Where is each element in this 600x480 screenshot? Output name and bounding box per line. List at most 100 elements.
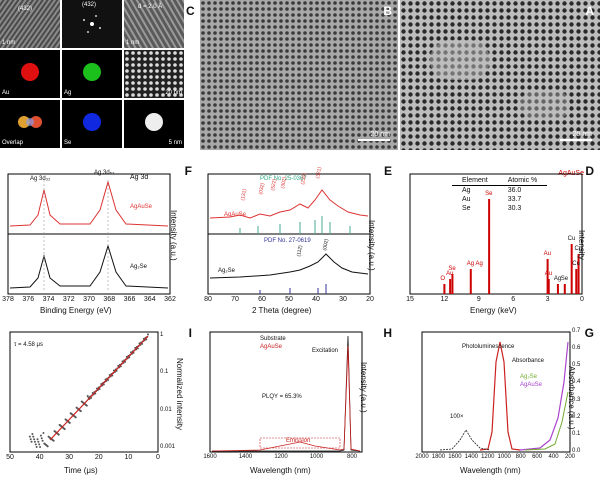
f-xtick: 368 bbox=[103, 296, 116, 303]
c-spacing-scale: 1 nm bbox=[126, 40, 140, 46]
panel-b-image bbox=[200, 0, 398, 150]
f-curve-bottom bbox=[9, 244, 169, 289]
f-xtick: 366 bbox=[123, 296, 136, 303]
g-legend-agause: AgAuSe bbox=[520, 382, 543, 388]
e-xtick: 60 bbox=[258, 296, 266, 303]
panel-e-plot bbox=[207, 173, 371, 295]
g-ytick: 0.0 bbox=[572, 448, 581, 454]
i-data-point bbox=[47, 435, 50, 438]
c-spacing: d = 2.0 Å 1 nm bbox=[124, 0, 184, 48]
panel-i-label: I bbox=[188, 326, 192, 340]
i-data-point bbox=[28, 435, 31, 438]
h-emission: Emission bbox=[286, 438, 311, 444]
panel-a-label: A bbox=[585, 4, 594, 18]
i-data-point bbox=[80, 400, 83, 403]
d-peak-label: Se bbox=[448, 266, 456, 272]
d-peak-label: Au bbox=[446, 271, 453, 277]
e-xlabel: 2 Theta (degree) bbox=[252, 306, 312, 315]
d-xtick: 3 bbox=[545, 296, 550, 303]
g-ytick: 0.3 bbox=[572, 396, 581, 403]
f-sample-top: AgAuSe bbox=[130, 204, 153, 210]
e-sticks-bottom bbox=[259, 284, 327, 294]
d-xtick: 12 bbox=[440, 296, 449, 303]
panel-g-label: G bbox=[584, 326, 594, 340]
e-xtick: 80 bbox=[204, 296, 212, 303]
i-data-point bbox=[41, 439, 44, 442]
d-peak-label: Ag Ag bbox=[467, 261, 483, 267]
f-xticks: 378 376 374 372 370 368 366 364 362 bbox=[0, 296, 198, 306]
i-data-point bbox=[31, 433, 34, 435]
panel-a-tem: A 20 nm bbox=[400, 0, 600, 150]
i-data-point bbox=[53, 430, 56, 433]
g-legend-ag2se: Ag₂Se bbox=[520, 374, 538, 380]
d-peak-label: Ag bbox=[554, 276, 561, 282]
e-curve-bottom bbox=[209, 253, 369, 279]
h-xtick: 1600 bbox=[203, 454, 217, 460]
f-xtick: 378 bbox=[2, 296, 14, 303]
g-xtick: 2000 bbox=[415, 454, 429, 460]
c-fft: (432) bbox=[62, 0, 122, 48]
g-xtick: 800 bbox=[515, 454, 526, 460]
i-xlabel: Time (μs) bbox=[64, 466, 98, 475]
h-xtick: 1000 bbox=[309, 454, 324, 460]
e-sticks-top bbox=[239, 216, 351, 234]
f-xtick: 372 bbox=[62, 296, 75, 303]
i-data-point bbox=[35, 446, 38, 448]
panel-a-scale: 20 nm bbox=[572, 131, 592, 138]
c-map-ag: Ag bbox=[62, 50, 122, 98]
f-peak-52: Ag 3d₅₂ bbox=[94, 170, 115, 176]
i-fit-line bbox=[49, 335, 149, 441]
g-pl-ag2se bbox=[439, 429, 491, 451]
panel-h-plot bbox=[209, 331, 363, 453]
i-data-point bbox=[69, 412, 72, 415]
panel-h-label: H bbox=[383, 326, 392, 340]
g-ylabel-right: Absorbance (a.u.) bbox=[567, 366, 576, 430]
i-xtick: 10 bbox=[124, 454, 133, 461]
g-xtick: 1000 bbox=[497, 454, 511, 460]
c-hrtem-index: (432) bbox=[18, 6, 33, 12]
i-data-point bbox=[86, 394, 89, 397]
g-ytick: 0.5 bbox=[572, 362, 581, 369]
h-legend-substrate: Substrate bbox=[260, 336, 286, 342]
i-data-point bbox=[33, 438, 36, 441]
g-pl-agause bbox=[479, 341, 521, 451]
f-curve-top bbox=[9, 180, 169, 227]
g-xtick: 1800 bbox=[431, 454, 446, 460]
h-xtick: 800 bbox=[346, 454, 357, 460]
c-haadf-scale: 20 nm bbox=[165, 90, 182, 96]
h-ylabel: Intensity (a.u.) bbox=[359, 362, 368, 413]
panel-i-plot bbox=[9, 331, 159, 453]
g-xtick: 1600 bbox=[448, 454, 462, 460]
g-pl: Photoluminescence bbox=[462, 344, 515, 350]
panel-g-plot bbox=[421, 331, 571, 453]
d-peak-label: Cu bbox=[575, 246, 583, 252]
panel-i-decay: I τ = 4.58 μs 0.001 0.01 0.1 1 Normalized i… bbox=[0, 322, 198, 480]
e-curve-top bbox=[209, 189, 369, 219]
f-ylabel: Intensity (a.u.) bbox=[169, 210, 178, 261]
table-row: Se 30.3 bbox=[462, 205, 522, 212]
d-peak-label: Se bbox=[561, 276, 569, 282]
g-abs-ag2se bbox=[524, 391, 569, 451]
i-data-point bbox=[30, 440, 33, 443]
i-data-point bbox=[43, 442, 46, 445]
e-xtick: 40 bbox=[312, 296, 320, 303]
i-data-point bbox=[58, 423, 61, 426]
g-ytick: 0.4 bbox=[572, 379, 581, 386]
f-xlabel: Binding Energy (eV) bbox=[40, 306, 112, 315]
i-ylabel: Normalized intensity bbox=[175, 358, 184, 431]
c-map-au: Au bbox=[0, 50, 60, 98]
i-data-point bbox=[64, 418, 67, 421]
h-xlabel: Wavelength (nm) bbox=[250, 466, 311, 475]
g-ytick: 0.1 bbox=[572, 430, 581, 437]
d-xticks: 0 3 6 9 12 15 bbox=[400, 296, 600, 306]
i-xtick: 20 bbox=[94, 454, 103, 461]
i-data-point bbox=[147, 333, 149, 336]
i-data-point bbox=[42, 432, 45, 434]
g-xticks: 200 400 600 800 1000 1200 1400 1600 1800 2000 bbox=[400, 454, 600, 464]
i-data-point bbox=[37, 440, 40, 443]
c-map-overlap: Overlap bbox=[0, 100, 60, 148]
d-peak-label: Cu bbox=[572, 261, 580, 267]
e-xtick: 20 bbox=[366, 296, 374, 303]
